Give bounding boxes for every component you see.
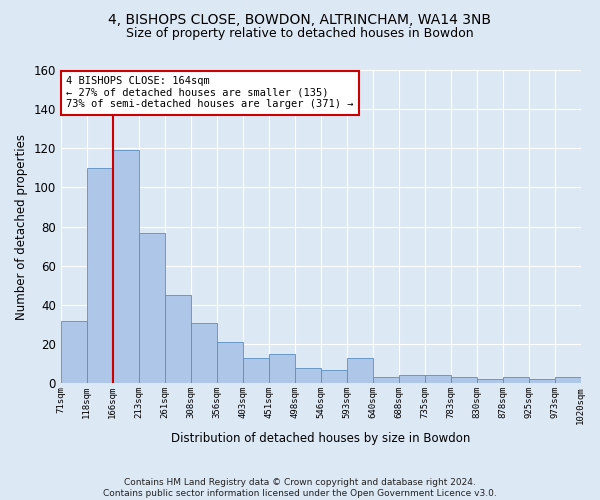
Bar bbox=[398, 376, 425, 384]
Bar bbox=[425, 376, 451, 384]
Bar bbox=[554, 378, 581, 384]
Text: 4 BISHOPS CLOSE: 164sqm
← 27% of detached houses are smaller (135)
73% of semi-d: 4 BISHOPS CLOSE: 164sqm ← 27% of detache… bbox=[66, 76, 353, 110]
Bar bbox=[242, 358, 269, 384]
Bar bbox=[61, 320, 87, 384]
Bar bbox=[295, 368, 320, 384]
Text: Size of property relative to detached houses in Bowdon: Size of property relative to detached ho… bbox=[126, 28, 474, 40]
Bar bbox=[373, 378, 398, 384]
Bar bbox=[347, 358, 373, 384]
Bar bbox=[165, 295, 191, 384]
Bar bbox=[269, 354, 295, 384]
Bar bbox=[139, 232, 165, 384]
Bar bbox=[191, 322, 217, 384]
Bar bbox=[451, 378, 476, 384]
Text: 4, BISHOPS CLOSE, BOWDON, ALTRINCHAM, WA14 3NB: 4, BISHOPS CLOSE, BOWDON, ALTRINCHAM, WA… bbox=[109, 12, 491, 26]
Bar bbox=[217, 342, 242, 384]
Bar bbox=[113, 150, 139, 384]
X-axis label: Distribution of detached houses by size in Bowdon: Distribution of detached houses by size … bbox=[171, 432, 470, 445]
Bar bbox=[87, 168, 113, 384]
Bar bbox=[503, 378, 529, 384]
Bar bbox=[320, 370, 347, 384]
Bar bbox=[476, 380, 503, 384]
Bar bbox=[529, 380, 554, 384]
Y-axis label: Number of detached properties: Number of detached properties bbox=[15, 134, 28, 320]
Text: Contains HM Land Registry data © Crown copyright and database right 2024.
Contai: Contains HM Land Registry data © Crown c… bbox=[103, 478, 497, 498]
